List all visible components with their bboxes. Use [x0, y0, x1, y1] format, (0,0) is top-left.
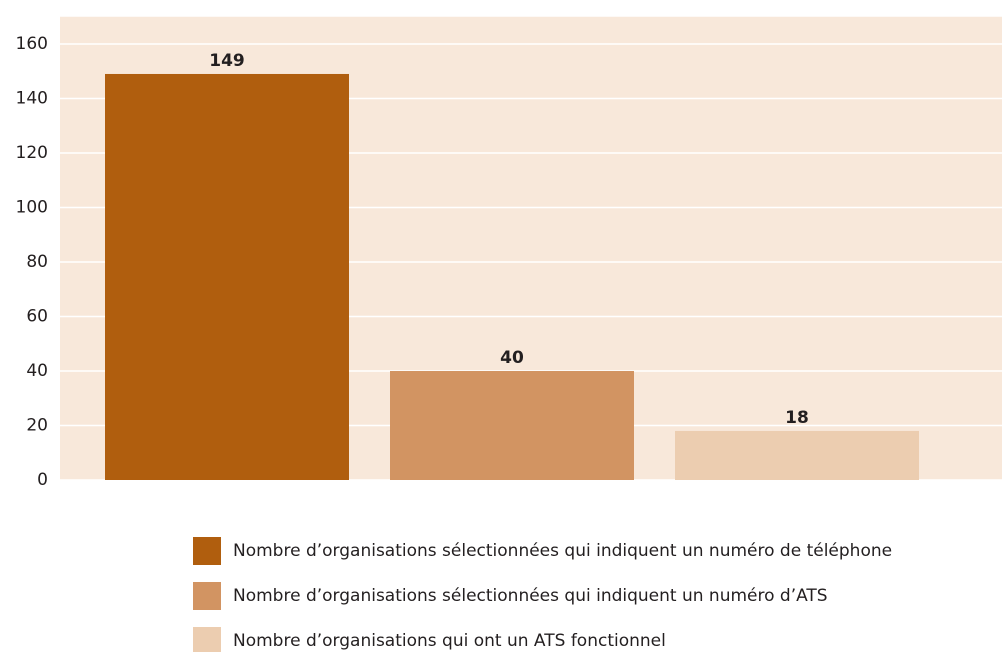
y-tick-label: 100	[16, 198, 48, 218]
value-label: 18	[785, 408, 809, 428]
bar	[390, 371, 634, 480]
y-tick-label: 140	[16, 89, 48, 109]
y-tick-label: 120	[16, 143, 48, 163]
legend-label: Nombre d’organisations sélectionnées qui…	[233, 586, 828, 606]
legend-swatch	[193, 537, 221, 565]
y-tick-label: 60	[26, 307, 48, 327]
legend-swatch	[193, 582, 221, 610]
y-tick-label: 160	[16, 34, 48, 54]
bar	[105, 73, 349, 480]
legend-label: Nombre d’organisations qui ont un ATS fo…	[233, 631, 666, 651]
y-tick-label: 20	[26, 416, 48, 436]
y-tick-label: 80	[26, 252, 48, 272]
value-label: 149	[209, 51, 245, 71]
value-label: 40	[500, 348, 524, 368]
legend-label: Nombre d’organisations sélectionnées qui…	[233, 541, 892, 561]
y-tick-label: 40	[26, 361, 48, 381]
y-tick-label: 0	[37, 470, 48, 490]
bar	[675, 430, 919, 480]
legend-swatch	[193, 627, 221, 652]
